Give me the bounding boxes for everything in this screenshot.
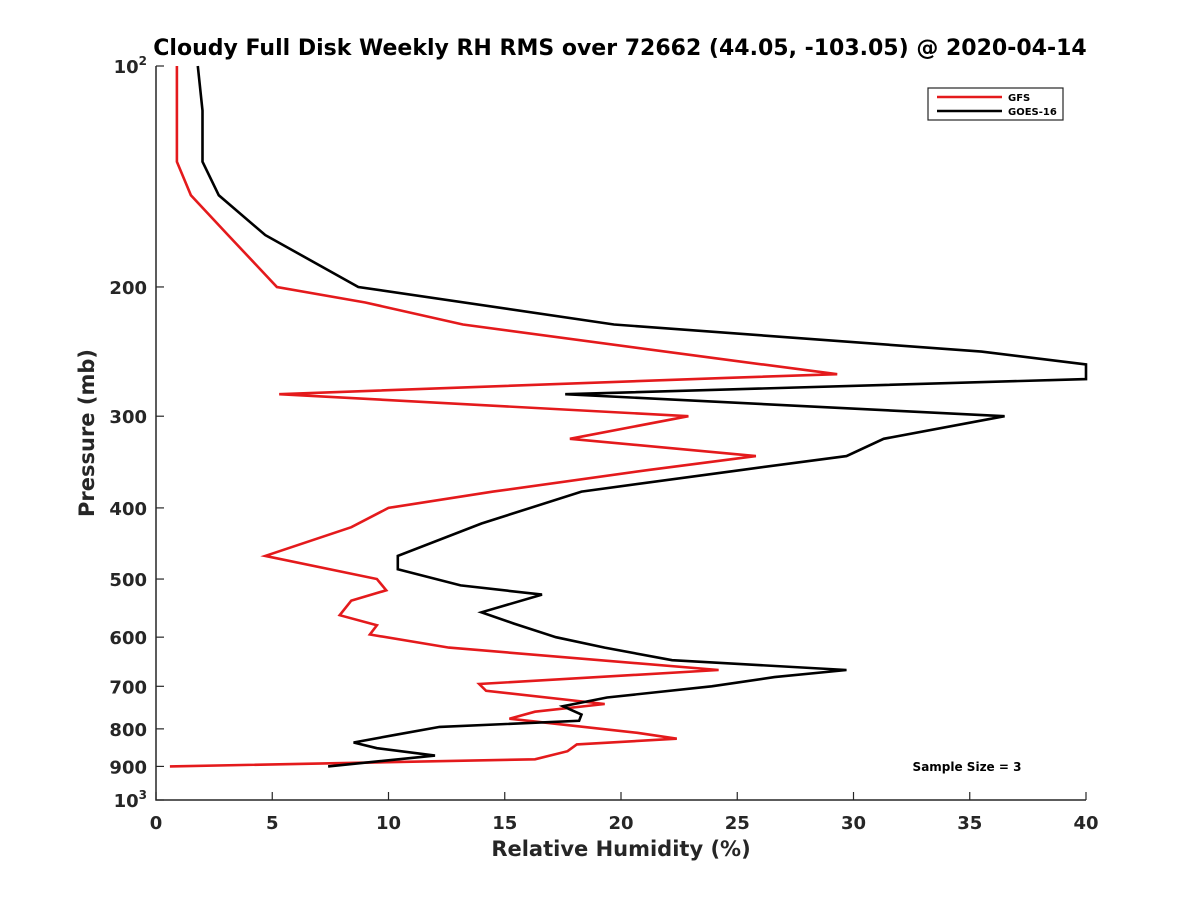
x-axis-label: Relative Humidity (%) bbox=[491, 837, 750, 861]
y-tick-label: 300 bbox=[109, 407, 147, 428]
y-axis-label: Pressure (mb) bbox=[75, 349, 99, 517]
y-axis-ticks: 102 200 300 400 500 600 700 800 900 103 bbox=[109, 54, 164, 812]
x-tick-label: 0 bbox=[150, 813, 163, 834]
y-tick-label: 102 bbox=[114, 54, 147, 78]
x-tick-label: 35 bbox=[957, 813, 982, 834]
legend-label-gfs: GFS bbox=[1008, 93, 1030, 104]
sample-size-annotation: Sample Size = 3 bbox=[913, 760, 1022, 774]
x-axis-ticks: 0 5 10 15 20 25 30 35 40 bbox=[150, 792, 1099, 834]
legend-box bbox=[927, 87, 1064, 121]
series-line-gfs bbox=[169, 66, 838, 768]
y-tick-label: 800 bbox=[109, 720, 147, 741]
x-tick-label: 40 bbox=[1073, 813, 1098, 834]
y-tick-label: 103 bbox=[114, 788, 147, 812]
x-tick-label: 10 bbox=[376, 813, 401, 834]
y-tick-label: 200 bbox=[109, 278, 147, 299]
legend: GFS GOES-16 bbox=[927, 87, 1064, 121]
y-tick-label: 700 bbox=[109, 677, 147, 698]
chart-title: Cloudy Full Disk Weekly RH RMS over 7266… bbox=[153, 36, 1086, 61]
x-tick-label: 25 bbox=[725, 813, 750, 834]
y-tick-label: 400 bbox=[109, 499, 147, 520]
x-tick-label: 5 bbox=[266, 813, 279, 834]
x-tick-label: 20 bbox=[608, 813, 633, 834]
series-group bbox=[169, 65, 1088, 768]
y-tick-label: 900 bbox=[109, 757, 147, 778]
x-tick-label: 30 bbox=[841, 813, 866, 834]
x-tick-label: 15 bbox=[492, 813, 517, 834]
y-tick-label: 500 bbox=[109, 570, 147, 591]
series-line-goes16 bbox=[196, 65, 1088, 768]
legend-label-goes16: GOES-16 bbox=[1008, 107, 1057, 118]
y-tick-label: 600 bbox=[109, 628, 147, 649]
